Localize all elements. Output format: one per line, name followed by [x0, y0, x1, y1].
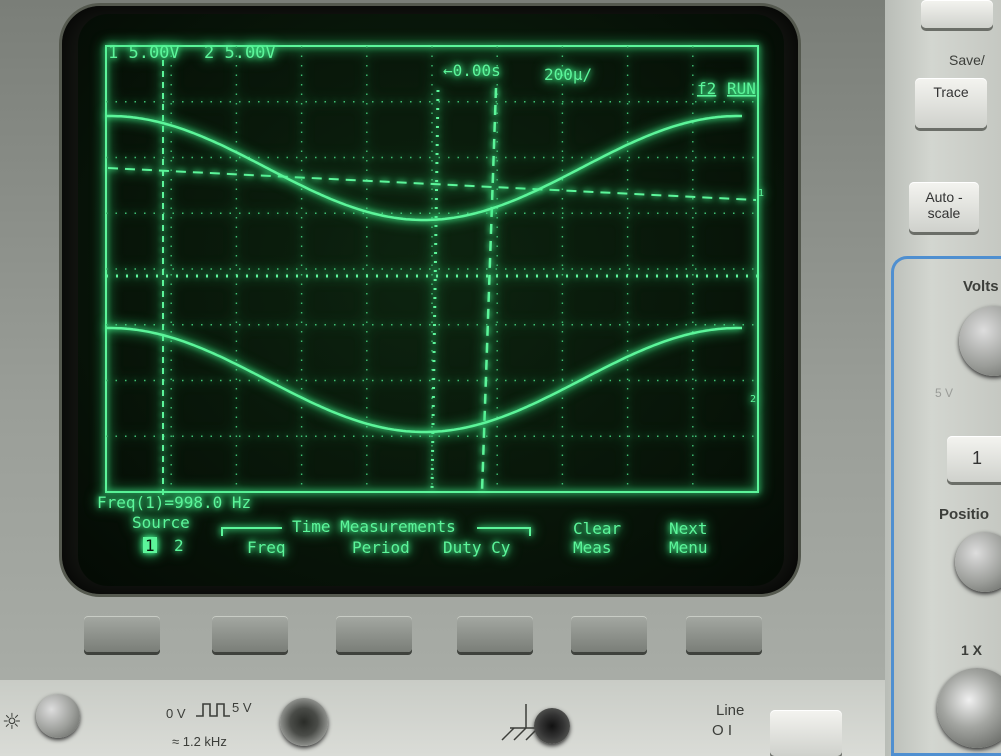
position-knob[interactable] [955, 532, 1001, 592]
center-vertical-axis [430, 89, 440, 491]
softkey-2-button[interactable] [212, 616, 288, 652]
top-panel-button[interactable] [921, 0, 993, 28]
trigger-time-marker [480, 87, 498, 493]
channel-1-button[interactable]: 1 [947, 436, 1001, 482]
time-delay-label: ←0.00s [443, 61, 501, 80]
ch2-ground-marker: 2 [750, 394, 756, 405]
softkey-5-button[interactable] [571, 616, 647, 652]
softkey-4-button[interactable] [457, 616, 533, 652]
softkey-source-opt1: 1 [145, 536, 155, 555]
cal-low-label: 0 V [166, 706, 186, 721]
probe-comp-terminal[interactable] [280, 698, 328, 746]
softkey-1-button[interactable] [84, 616, 160, 652]
softkey-source-title: Source [132, 513, 190, 532]
line-label: Line [716, 702, 745, 719]
softkey-3-button[interactable] [336, 616, 412, 652]
softkey-6-button[interactable] [686, 616, 762, 652]
trigger-level-line [107, 167, 757, 201]
square-wave-icon [196, 703, 230, 717]
position-label: Positio [939, 506, 990, 523]
softkey-group-title: Time Measurements [292, 517, 456, 536]
line-symbol-label: O I [712, 722, 733, 739]
volts-label: Volts [963, 278, 999, 295]
softkey-clear-2: Meas [573, 538, 612, 557]
channel-2-trace [106, 326, 742, 434]
time-measurements-bracket [221, 527, 531, 536]
ch2-scale-label: 2 5.00V [204, 43, 276, 63]
cal-freq-label: ≈ 1.2 kHz [172, 734, 227, 749]
time-div-label: 200µ/ [544, 65, 592, 84]
save-label: Save/ [949, 52, 985, 68]
right-control-panel: Save/ Trace Auto - scale Volts 5 V 1 Pos… [885, 0, 1001, 756]
softkey-next-2: Menu [669, 538, 708, 557]
cal-high-label: 5 V [232, 700, 252, 715]
softkey-next-1: Next [669, 519, 708, 538]
volts-value-label: 5 V [935, 386, 954, 400]
trigger-label: f2 [697, 79, 716, 98]
intensity-knob[interactable] [36, 694, 80, 738]
channel-1-bnc-connector[interactable] [937, 668, 1001, 748]
run-state-label: RUN [727, 79, 756, 98]
probe-ratio-label: 1 X [961, 642, 983, 658]
crt-screen [78, 14, 784, 586]
power-line-button[interactable] [770, 710, 842, 756]
source-selected-highlight [143, 537, 157, 553]
autoscale-label-2: scale [927, 205, 961, 221]
ch1-scale-label: 1 5.00V [108, 43, 180, 63]
autoscale-label-1: Auto - [925, 189, 963, 205]
ch1-ground-marker: 1 [758, 188, 764, 199]
brightness-icon: ☼ [2, 710, 22, 735]
autoscale-button[interactable]: Auto - scale [909, 182, 979, 232]
softkey-source-opt2: 2 [174, 536, 184, 555]
vertical-section-border [891, 256, 1001, 756]
ground-terminal[interactable] [534, 708, 570, 744]
softkey-freq: Freq [247, 538, 286, 557]
softkey-period: Period [352, 538, 410, 557]
softkey-clear-1: Clear [573, 519, 622, 538]
softkey-duty: Duty Cy [443, 538, 511, 557]
trace-button[interactable]: Trace [915, 78, 987, 128]
measurement-readout: Freq(1)=998.0 Hz [97, 493, 251, 512]
channel-1-trace [106, 114, 742, 222]
bottom-front-panel: ☼ 0 V 5 V ≈ 1.2 kHz Line O I [0, 680, 885, 756]
